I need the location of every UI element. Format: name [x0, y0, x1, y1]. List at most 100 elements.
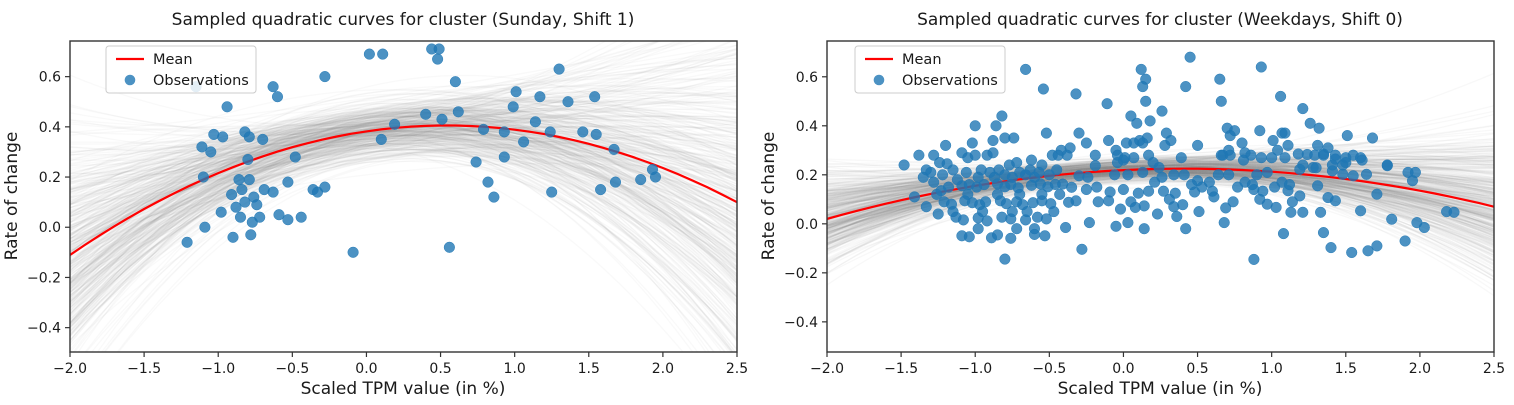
observation-point [981, 215, 993, 227]
sampled-curve [70, 111, 737, 343]
sampled-curve [70, 136, 737, 243]
observation-point [236, 184, 248, 196]
sampled-curve [70, 132, 737, 341]
sampled-curve [70, 119, 737, 269]
observation-point [230, 201, 242, 213]
sampled-curve [70, 97, 737, 329]
observation-point [433, 43, 445, 55]
sampled-curve [70, 92, 737, 194]
sampled-curve [70, 123, 737, 238]
sampled-curve [70, 124, 737, 291]
observation-point [1381, 160, 1393, 172]
sampled-curve [70, 114, 737, 228]
sampled-curve [70, 96, 737, 315]
sampled-curve [70, 77, 737, 188]
sampled-curve [70, 113, 737, 276]
sampled-curve [70, 131, 737, 336]
sampled-curve [70, 153, 737, 268]
observation-point [1114, 203, 1127, 215]
mean-line [70, 124, 737, 256]
sampled-curve [70, 100, 737, 218]
observation-point [196, 141, 208, 153]
sampled-curve [70, 102, 737, 285]
sampled-curves-layer [70, 41, 737, 352]
sampled-curve [70, 122, 737, 156]
observation-point [443, 241, 455, 253]
sampled-curve [70, 75, 737, 161]
sampled-curve [70, 99, 737, 209]
sampled-curve [70, 134, 737, 290]
observation-point [562, 96, 574, 108]
x-tick-label: −1.0 [201, 361, 235, 377]
observation-point [1066, 181, 1078, 193]
sampled-curve [827, 180, 1494, 218]
observation-point [1203, 176, 1215, 188]
observation-point [553, 63, 565, 75]
sampled-curve [70, 106, 737, 306]
observation-point [510, 86, 522, 98]
sampled-curve [70, 129, 737, 341]
sampled-curve [70, 123, 737, 223]
observation-point [432, 53, 444, 65]
observation-point [295, 211, 307, 223]
observation-point [947, 164, 959, 176]
sampled-curve [70, 137, 737, 180]
observation-point [999, 253, 1011, 265]
sampled-curve [70, 106, 737, 227]
observation-point [1006, 206, 1018, 218]
plot-border [69, 40, 738, 353]
observation-point [389, 118, 401, 130]
observation-point [1214, 73, 1226, 85]
observation-point [908, 191, 921, 203]
sampled-curve [70, 118, 737, 244]
observation-point [257, 133, 269, 145]
sampled-curve [70, 120, 737, 244]
observation-point [1153, 161, 1165, 174]
observation-point [1347, 170, 1359, 182]
sampled-curve [70, 146, 737, 293]
observation-point [1101, 98, 1113, 110]
y-axis-label: Rate of change [2, 132, 22, 261]
observation-point [1301, 148, 1313, 161]
observation-point [1227, 196, 1239, 208]
sampled-curve [70, 120, 737, 335]
observation-point [1091, 181, 1103, 193]
sampled-curve [70, 41, 699, 284]
sampled-curve [70, 143, 737, 287]
sampled-curve [70, 115, 734, 352]
observation-point [1156, 105, 1168, 117]
observation-point [239, 196, 251, 208]
observation-point [1239, 147, 1251, 159]
sampled-curve [70, 134, 737, 209]
sampled-curve [70, 115, 737, 258]
sampled-curve [70, 130, 737, 248]
legend: Mean Observations [854, 45, 1006, 94]
observation-point [987, 147, 999, 159]
sampled-curve [70, 131, 737, 272]
sampled-curve [70, 130, 737, 193]
observation-point [962, 188, 974, 200]
sampled-curve [70, 119, 737, 192]
sampled-curve [70, 127, 737, 266]
sampled-curve [70, 41, 686, 175]
observation-point [1144, 115, 1156, 127]
observation-point [1186, 179, 1198, 191]
observation-point [498, 151, 510, 163]
x-axis-ticks: −2.0 −1.5 −1.0 −0.5 0.0 0.5 1.0 1.5 2.0 2.5 [53, 352, 748, 377]
sampled-curve [827, 147, 1494, 206]
observation-point [969, 120, 981, 132]
sampled-curve [70, 149, 737, 235]
observation-point [377, 48, 389, 60]
sampled-curve [104, 131, 737, 352]
sampled-curve [70, 104, 737, 251]
sampled-curve [70, 137, 737, 252]
observation-point [1255, 152, 1267, 164]
observation-point [972, 223, 984, 235]
observation-point [589, 91, 601, 103]
sampled-curve [70, 139, 737, 325]
observation-point [1040, 213, 1052, 225]
sampled-curve [70, 115, 737, 351]
legend-mean-label: Mean [902, 52, 942, 68]
sampled-curve [70, 111, 737, 226]
sampled-curve [70, 132, 737, 309]
